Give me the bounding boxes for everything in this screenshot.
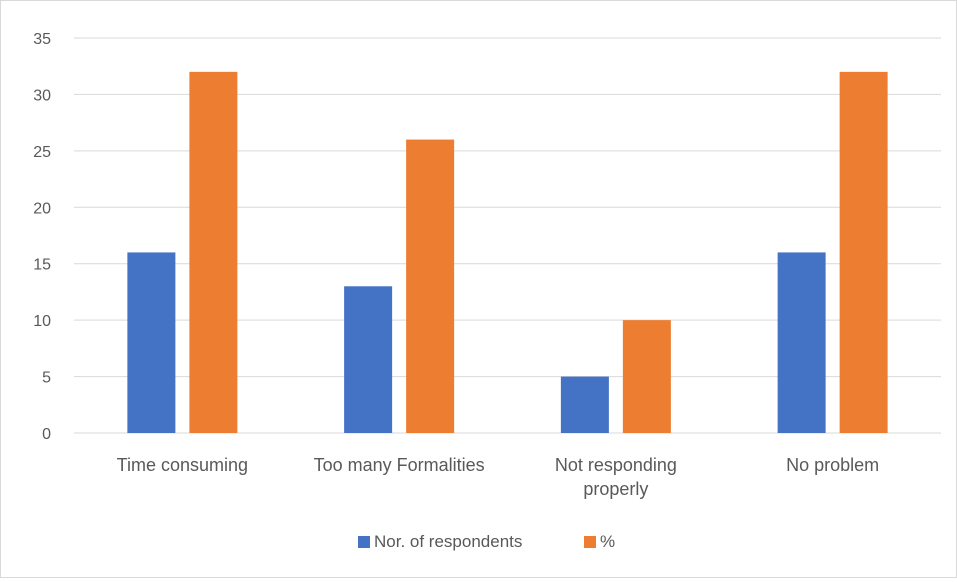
y-tick-label: 35: [33, 31, 51, 48]
bar: [839, 71, 888, 433]
legend: Nor. of respondents%: [358, 532, 615, 551]
bars: [127, 71, 888, 434]
bar: [622, 320, 671, 433]
x-axis-labels: Time consuming Too many Formalities Not re…: [117, 455, 879, 499]
x-tick-label: properly: [583, 479, 648, 499]
bar: [127, 252, 176, 433]
x-tick-label: No problem: [786, 455, 879, 475]
y-tick-label: 15: [33, 257, 51, 274]
bar: [560, 376, 609, 433]
legend-swatch: [584, 536, 596, 548]
y-tick-label: 25: [33, 144, 51, 161]
legend-label: Nor. of respondents: [374, 532, 522, 551]
y-tick-label: 30: [33, 87, 51, 104]
y-tick-label: 5: [42, 370, 51, 387]
bar: [406, 139, 455, 434]
bar: [189, 71, 238, 433]
y-tick-label: 10: [33, 313, 51, 330]
legend-label: %: [600, 532, 615, 551]
x-tick-label: Not responding: [555, 455, 677, 475]
y-tick-label: 20: [33, 200, 51, 217]
bar: [344, 286, 393, 433]
x-tick-label: Too many Formalities: [314, 455, 485, 475]
x-tick-label: Time consuming: [117, 455, 248, 475]
y-tick-label: 0: [42, 426, 51, 443]
bar: [777, 252, 826, 433]
legend-swatch: [358, 536, 370, 548]
y-axis-ticks: 0 5 10 15 20 25 30 35: [33, 31, 51, 443]
